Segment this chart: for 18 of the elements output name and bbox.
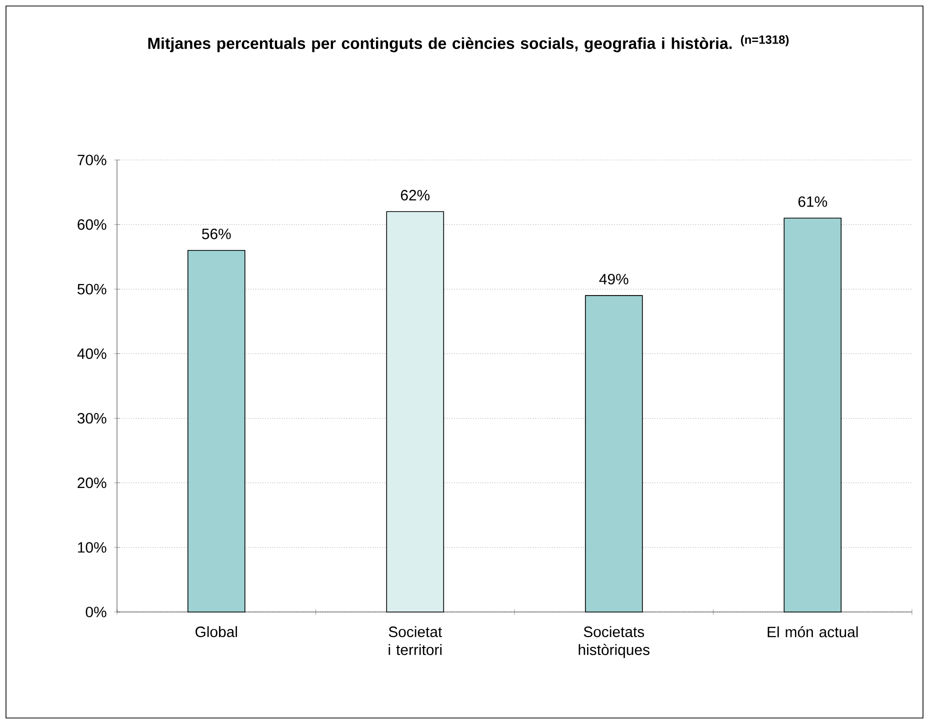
y-tick-label: 20% <box>78 478 106 488</box>
data-label: 62% <box>400 190 430 200</box>
chart-subtitle: (n=1318) <box>740 35 789 46</box>
x-tick-label: El món actual <box>768 626 858 638</box>
y-tick-label: 10% <box>78 542 106 553</box>
data-label: 49% <box>599 274 628 284</box>
data-label: 56% <box>202 228 231 240</box>
x-tick-label: Global <box>196 626 237 638</box>
data-label: 61% <box>798 196 828 207</box>
y-tick-label: 0% <box>86 606 106 618</box>
y-tick-label: 50% <box>78 284 106 294</box>
y-tick-label: 60% <box>78 219 106 230</box>
y-tick-label: 40% <box>77 348 106 359</box>
x-tick-label: Societat i territori <box>388 626 442 656</box>
y-tick-label: 30% <box>77 412 106 424</box>
y-tick-label: 70% <box>78 154 106 166</box>
x-tick-label: Societats històriques <box>578 626 650 658</box>
chart-title: Mitjanes percentuals per continguts de ciències socials, geografia i història. <box>148 37 732 52</box>
